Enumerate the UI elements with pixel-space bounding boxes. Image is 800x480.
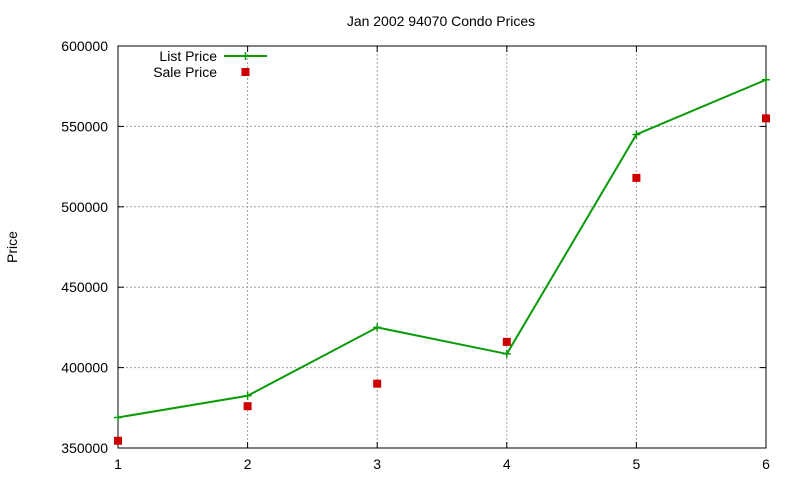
list-price-point bbox=[762, 75, 770, 84]
series bbox=[114, 75, 770, 445]
sale-price-point bbox=[373, 379, 382, 388]
y-tick-label: 350000 bbox=[61, 440, 108, 456]
sale-price-point bbox=[243, 402, 252, 411]
y-tick-label: 550000 bbox=[61, 118, 108, 134]
x-tick-label: 1 bbox=[114, 456, 122, 472]
legend-marker-list-price bbox=[241, 52, 250, 60]
grid bbox=[118, 46, 766, 448]
plot-frame bbox=[117, 45, 767, 449]
x-tick-label: 5 bbox=[633, 456, 641, 472]
sale-price-point bbox=[762, 114, 770, 123]
y-axis-label: Price bbox=[4, 231, 20, 263]
list-price-point bbox=[502, 349, 511, 358]
list-price-point bbox=[243, 391, 252, 400]
list-price-point bbox=[373, 323, 382, 332]
sale-price-point bbox=[632, 173, 641, 182]
legend-label: Sale Price bbox=[153, 64, 217, 80]
list-price-point bbox=[114, 413, 122, 422]
legend-label: List Price bbox=[159, 48, 217, 64]
sale-price-point bbox=[502, 337, 511, 346]
x-tick-label: 6 bbox=[762, 456, 770, 472]
legend-marker-sale-price bbox=[241, 68, 250, 76]
list-price-line bbox=[117, 78, 767, 419]
x-tick-label: 2 bbox=[244, 456, 252, 472]
y-tick-label: 450000 bbox=[61, 279, 108, 295]
list-price-point bbox=[632, 130, 641, 139]
y-tick-label: 500000 bbox=[61, 199, 108, 215]
x-tick-label: 4 bbox=[503, 456, 511, 472]
chart-title: Jan 2002 94070 Condo Prices bbox=[347, 13, 535, 29]
x-tick-label: 3 bbox=[373, 456, 381, 472]
axis-ticks: 1 2 3 4 5 6 350000 400000 450000 500000 550000 6000… bbox=[61, 38, 770, 472]
sale-price-point bbox=[114, 436, 122, 445]
y-tick-label: 600000 bbox=[61, 38, 108, 54]
y-tick-label: 400000 bbox=[61, 360, 108, 376]
